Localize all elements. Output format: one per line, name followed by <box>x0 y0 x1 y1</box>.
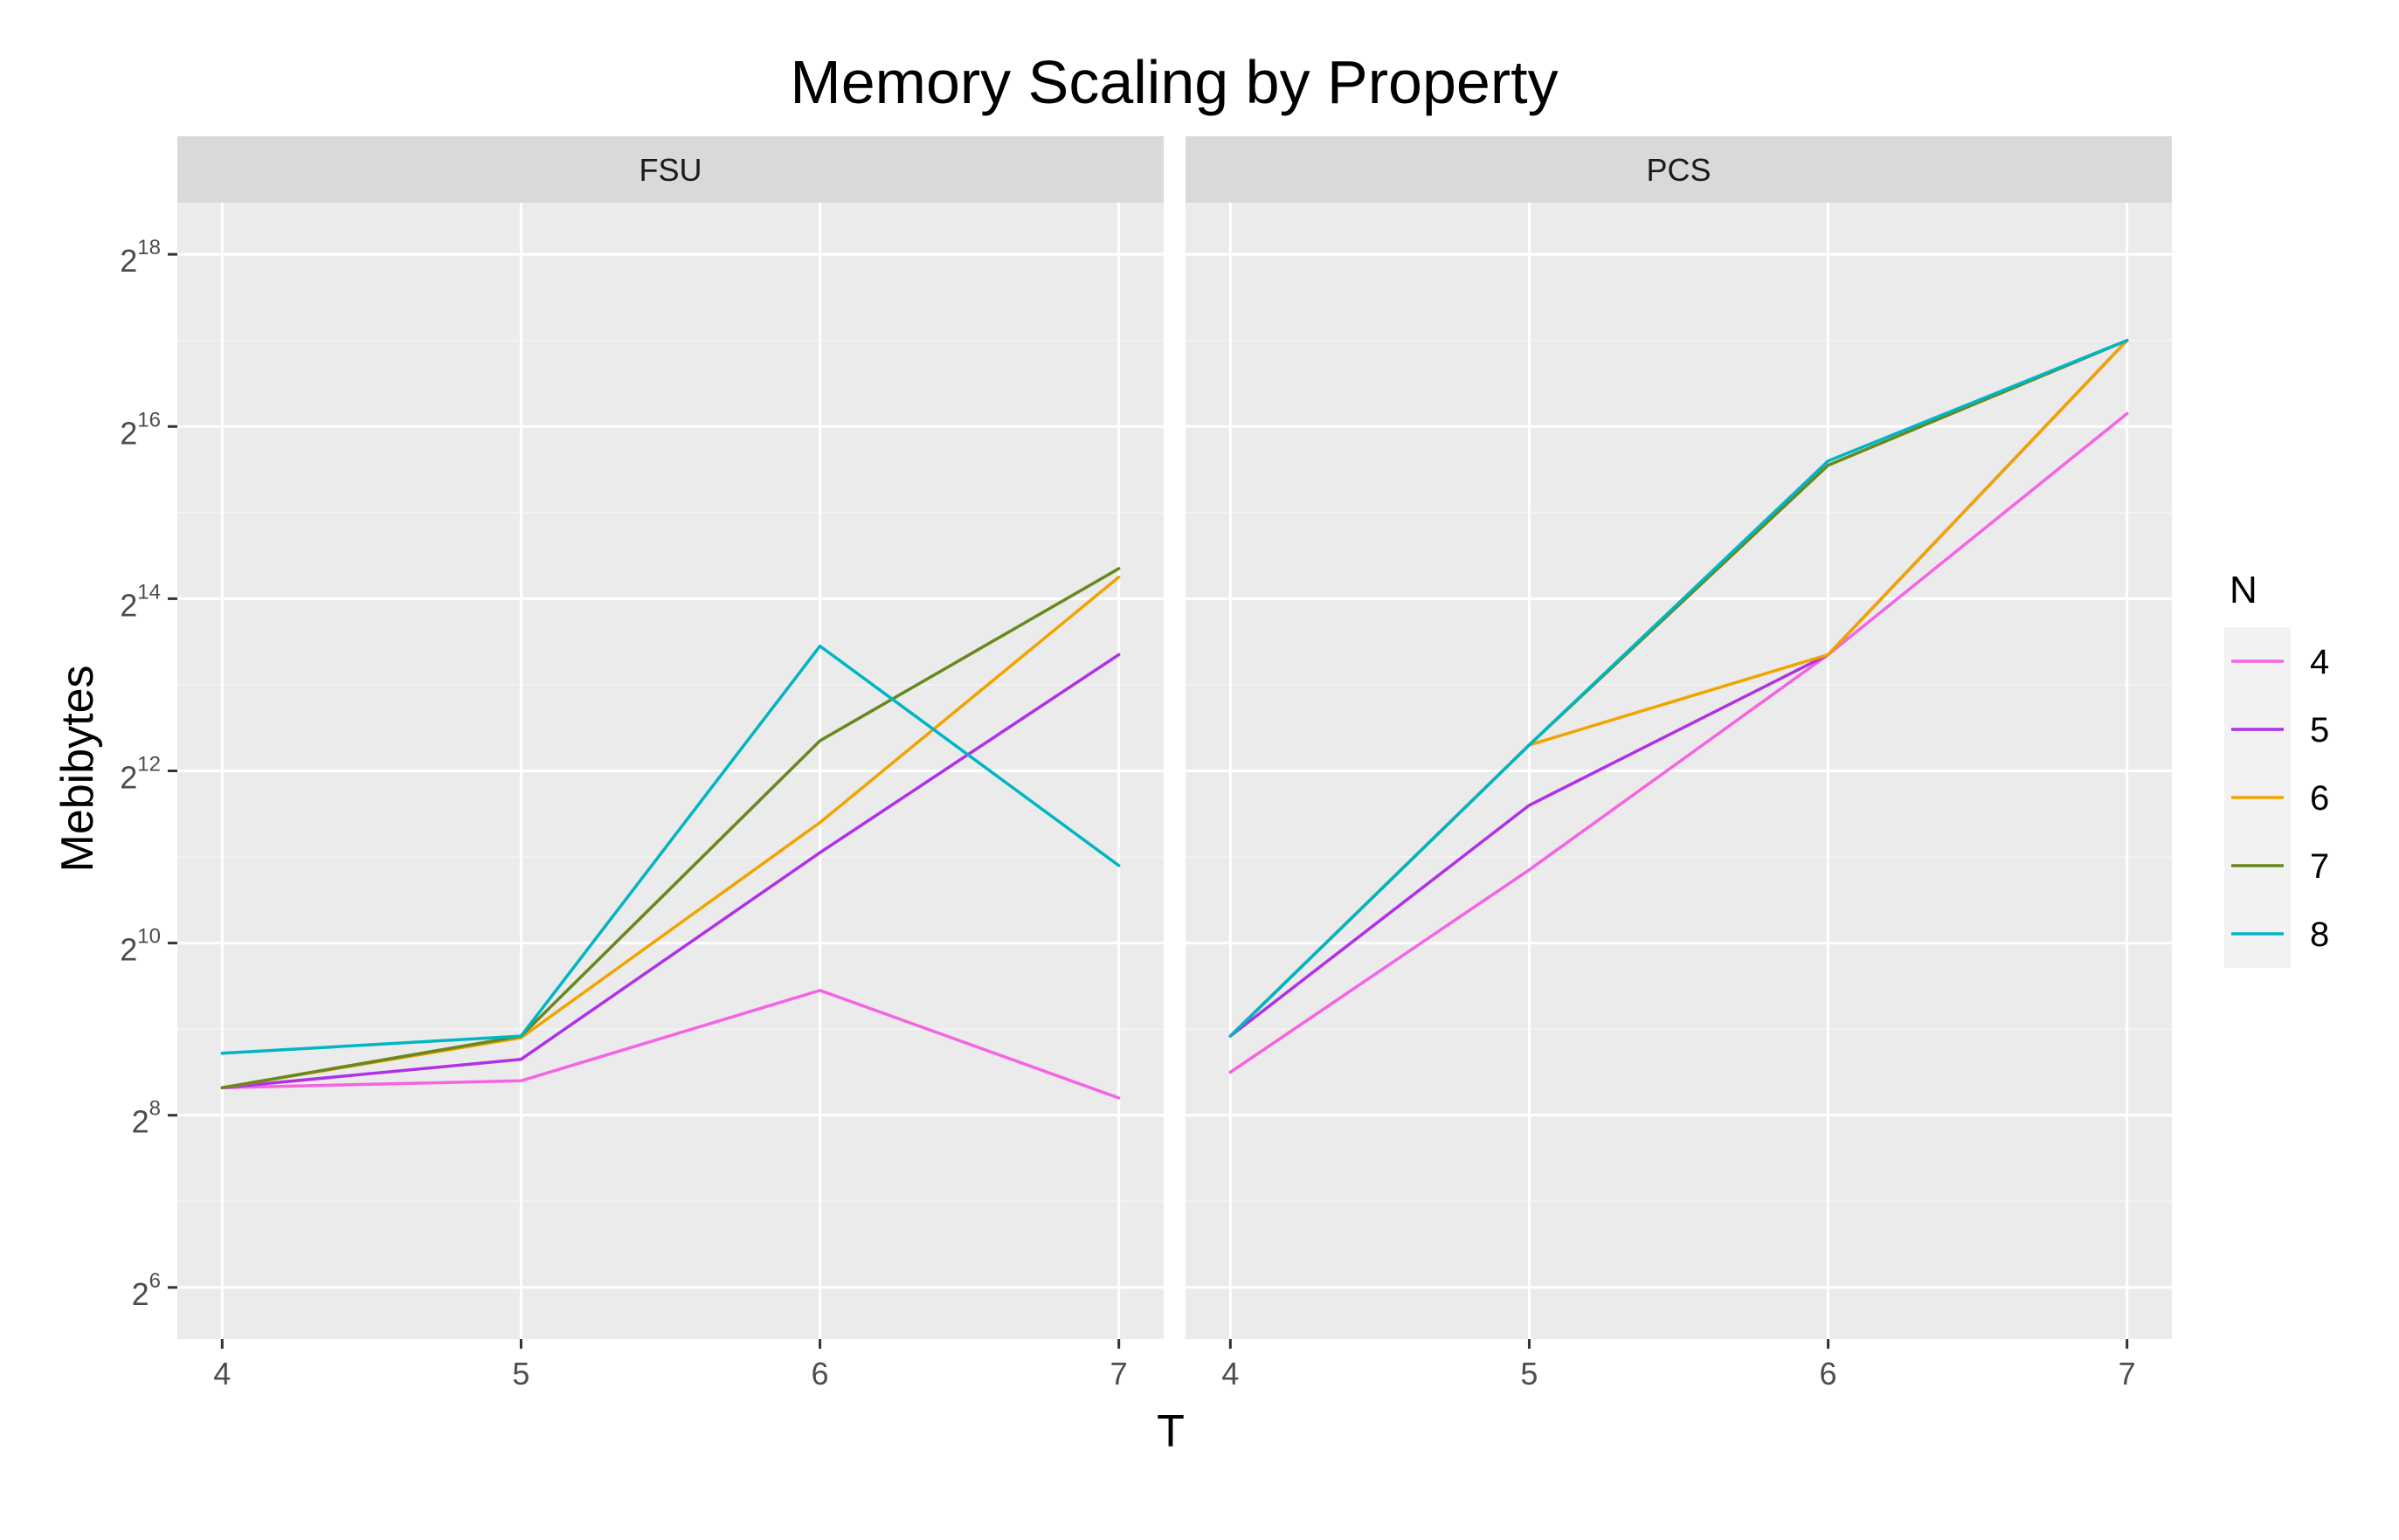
legend-item-4: 4 <box>2231 643 2329 681</box>
facet-panels: FSU 4 5 6 7 26 28 210 212 214 216 218 PCS 4 5 6 7 <box>120 136 2172 1392</box>
chart-title: Memory Scaling by Property <box>790 48 1558 116</box>
x-tick-label: 4 <box>1221 1356 1239 1392</box>
legend-item-5: 5 <box>2231 711 2329 749</box>
x-tick-label: 5 <box>512 1356 529 1392</box>
legend-label: 6 <box>2310 779 2329 818</box>
legend-title: N <box>2230 569 2257 611</box>
facet-panel-fsu: FSU 4 5 6 7 26 28 210 212 214 216 218 <box>120 136 1164 1392</box>
facet-strip <box>177 136 1164 203</box>
x-tick-label: 5 <box>1520 1356 1538 1392</box>
x-tick-label: 7 <box>1110 1356 1128 1392</box>
series-line-n4 <box>220 989 1121 1100</box>
y-tick-label: 218 <box>120 236 161 279</box>
y-tick-label: 26 <box>132 1269 161 1312</box>
series-line-n7 <box>220 567 1121 1089</box>
series-line-n5 <box>220 653 1121 1089</box>
series-line-n4 <box>1228 411 2129 1074</box>
x-axis-title: T <box>1157 1406 1185 1457</box>
facet-strip-label: PCS <box>1646 152 1711 188</box>
y-tick-label: 214 <box>120 580 161 623</box>
series-line-n8 <box>1228 338 2129 1038</box>
x-tick-label: 6 <box>812 1356 829 1392</box>
legend: N 4 5 6 7 8 <box>2224 569 2329 968</box>
facet-strip-label: FSU <box>640 152 702 188</box>
series-line-n8 <box>220 644 1121 1055</box>
legend-label: 8 <box>2310 915 2329 954</box>
facet-panel-pcs: PCS 4 5 6 7 <box>1186 136 2172 1392</box>
y-axis-title: Mebibytes <box>52 666 103 873</box>
x-tick-label: 4 <box>213 1356 231 1392</box>
legend-item-8: 8 <box>2231 915 2329 954</box>
legend-label: 4 <box>2310 643 2329 681</box>
legend-item-7: 7 <box>2231 847 2329 886</box>
legend-label: 7 <box>2310 847 2329 886</box>
legend-item-6: 6 <box>2231 779 2329 818</box>
y-tick-label: 216 <box>120 408 161 451</box>
facet-strip <box>1186 136 2172 203</box>
y-tick-label: 212 <box>120 753 161 796</box>
x-tick-label: 7 <box>2119 1356 2136 1392</box>
x-tick-label: 6 <box>1820 1356 1837 1392</box>
legend-label: 5 <box>2310 711 2329 749</box>
y-tick-label: 210 <box>120 925 161 968</box>
y-tick-label: 28 <box>132 1097 161 1140</box>
